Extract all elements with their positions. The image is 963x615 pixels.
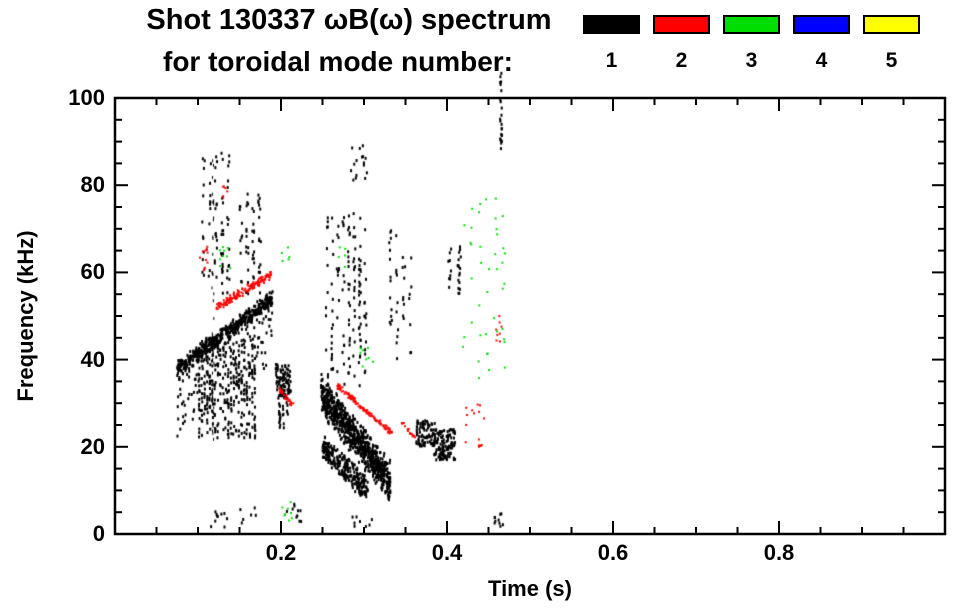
legend-swatch-mode-5 — [863, 15, 920, 34]
legend-label-mode-5: 5 — [885, 49, 898, 72]
legend-label-mode-4: 4 — [815, 49, 828, 72]
legend-swatch-mode-2 — [653, 15, 710, 34]
legend-label-mode-2: 2 — [675, 49, 688, 72]
y-axis-ticks — [115, 118, 945, 514]
axes-frame — [113, 96, 947, 536]
chart-title: Shot 130337 ωB(ω) spectrum — [146, 4, 552, 36]
x-axis-ticks — [155, 98, 905, 534]
legend-swatch-mode-1 — [583, 15, 640, 34]
legend-swatch-mode-3 — [723, 15, 780, 34]
legend-swatch-mode-4 — [793, 15, 850, 34]
mode-legend-swatches — [583, 15, 920, 34]
x-axis-label: Time (s) — [488, 576, 572, 601]
mode-legend-labels: 1 2 3 4 5 — [583, 49, 920, 73]
chart-subtitle: for toroidal mode number: — [163, 46, 513, 77]
legend-label-mode-1: 1 — [605, 49, 618, 72]
legend-label-mode-3: 3 — [745, 49, 758, 72]
y-axis-label: Frequency (kHz) — [13, 230, 38, 402]
